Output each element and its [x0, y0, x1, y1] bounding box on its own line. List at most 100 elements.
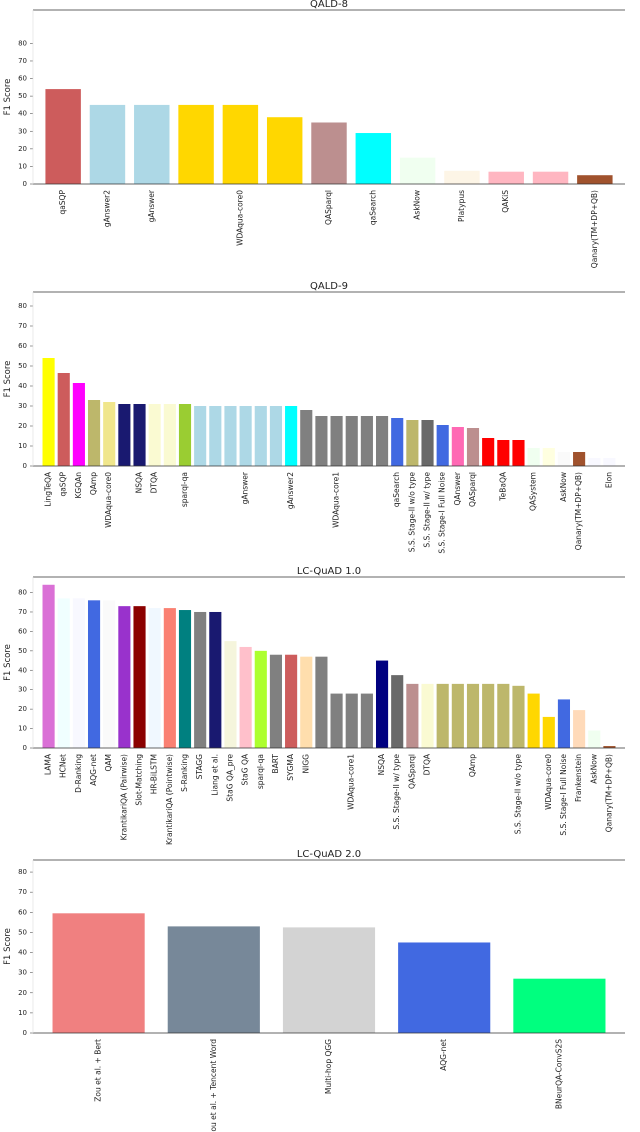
- bar: [398, 942, 491, 1033]
- bar: [588, 730, 601, 748]
- bar: [573, 710, 586, 748]
- bar: [512, 440, 525, 466]
- x-tick-label: SYGMA: [286, 753, 295, 781]
- x-tick-label: LAMA: [44, 753, 53, 775]
- bar: [163, 404, 176, 466]
- y-tick-label: 70: [18, 57, 27, 65]
- x-tick-label: KrantikariQA (Pointwise): [165, 754, 174, 845]
- bar: [466, 683, 480, 748]
- x-tick-label: HCNet: [59, 754, 68, 778]
- bar: [269, 654, 283, 748]
- bar: [57, 373, 70, 466]
- x-tick-label: gAnswer: [147, 189, 156, 222]
- x-tick-label: WDAqua-core1: [332, 472, 341, 528]
- bar: [89, 104, 126, 184]
- bar: [421, 420, 434, 466]
- bar: [52, 913, 145, 1033]
- y-tick-label: 10: [18, 442, 27, 450]
- x-tick-label: BART: [271, 754, 280, 774]
- bar: [391, 675, 404, 748]
- x-tick-label: Elon: [604, 472, 613, 488]
- x-tick-label: Slot-Matching: [135, 754, 144, 806]
- bar: [315, 656, 328, 748]
- x-tick-label: STAGG: [195, 754, 204, 780]
- bar: [532, 171, 569, 184]
- bar: [557, 452, 571, 466]
- bar: [72, 598, 85, 748]
- y-tick-label: 80: [18, 302, 27, 310]
- x-tick-label: gAnswer2: [102, 190, 111, 227]
- bar: [488, 171, 524, 184]
- bar: [557, 699, 571, 748]
- bar: [406, 420, 419, 466]
- x-tick-label: S.S. Stage-I Full Noise: [559, 754, 568, 836]
- x-tick-label: AskNow: [559, 472, 568, 502]
- bar: [315, 416, 328, 466]
- bar: [542, 716, 555, 748]
- bar: [103, 402, 116, 466]
- bar: [375, 416, 389, 466]
- y-tick-label: 50: [18, 92, 27, 100]
- x-tick-label: gAnswer2: [286, 472, 295, 509]
- x-tick-label: S.S. Stage-II w/o type: [513, 754, 522, 835]
- y-tick-label: 0: [23, 1029, 27, 1037]
- bar: [451, 683, 464, 748]
- x-tick-label: Qanary(TM+DP+QB): [604, 754, 613, 832]
- y-tick-label: 30: [18, 127, 27, 135]
- x-tick-label: KrantikariQA (Pairwise): [119, 754, 128, 840]
- bar: [266, 117, 303, 184]
- bar: [87, 600, 101, 748]
- x-tick-label: AskNow: [413, 190, 422, 220]
- x-tick-label: qaSearch: [392, 472, 401, 507]
- x-tick-label: QAKiS: [501, 190, 510, 213]
- chart-title: QALD-8: [310, 0, 348, 10]
- x-tick-label: D-Ranking: [74, 754, 83, 793]
- bar: [466, 428, 480, 466]
- chart-title: QALD-9: [310, 281, 348, 292]
- x-tick-label: Zou et al. + Bert: [94, 1039, 103, 1102]
- y-axis-label: F1 Score: [3, 928, 13, 965]
- x-tick-label: StaG QA: [241, 753, 250, 785]
- x-tick-label: LingTeQA: [44, 471, 53, 507]
- x-tick-label: qaSearch: [368, 190, 377, 225]
- bar: [239, 406, 252, 466]
- x-tick-label: DTQA: [150, 471, 159, 493]
- x-tick-label: gAnswer: [241, 471, 250, 504]
- x-tick-label: Qanary(TM+DP+QB): [574, 472, 583, 550]
- y-tick-label: 80: [18, 39, 27, 47]
- bar: [542, 448, 555, 466]
- bar: [451, 427, 464, 466]
- y-tick-label: 10: [18, 162, 27, 170]
- bar: [133, 606, 146, 748]
- bar: [42, 584, 55, 748]
- x-tick-label: qaSQP: [59, 472, 68, 497]
- bar: [497, 683, 510, 748]
- bar: [360, 416, 373, 466]
- bar: [345, 416, 358, 466]
- bar: [311, 122, 347, 184]
- x-tick-label: qaSQP: [58, 190, 67, 215]
- y-tick-label: 60: [18, 75, 27, 83]
- x-tick-label: DTQA: [423, 753, 432, 775]
- x-tick-label: Liang et al.: [210, 754, 219, 796]
- bar: [269, 406, 283, 466]
- bar: [513, 978, 606, 1033]
- y-tick-label: 0: [23, 180, 27, 188]
- bar: [103, 600, 116, 748]
- y-tick-label: 20: [18, 422, 27, 430]
- y-tick-label: 70: [18, 322, 27, 330]
- bar: [194, 611, 207, 748]
- x-tick-label: BNeurQA-ConvS2S: [554, 1039, 563, 1109]
- bar: [42, 358, 55, 466]
- bar: [512, 685, 525, 748]
- x-tick-label: WDAqua-core0: [544, 754, 553, 810]
- bar: [330, 416, 343, 466]
- x-tick-label: WDAqua-core1: [347, 754, 356, 810]
- bar: [45, 89, 81, 184]
- bar: [300, 656, 313, 748]
- y-tick-label: 80: [18, 589, 27, 597]
- bar: [345, 693, 358, 748]
- bar: [577, 175, 613, 184]
- bar: [167, 926, 260, 1033]
